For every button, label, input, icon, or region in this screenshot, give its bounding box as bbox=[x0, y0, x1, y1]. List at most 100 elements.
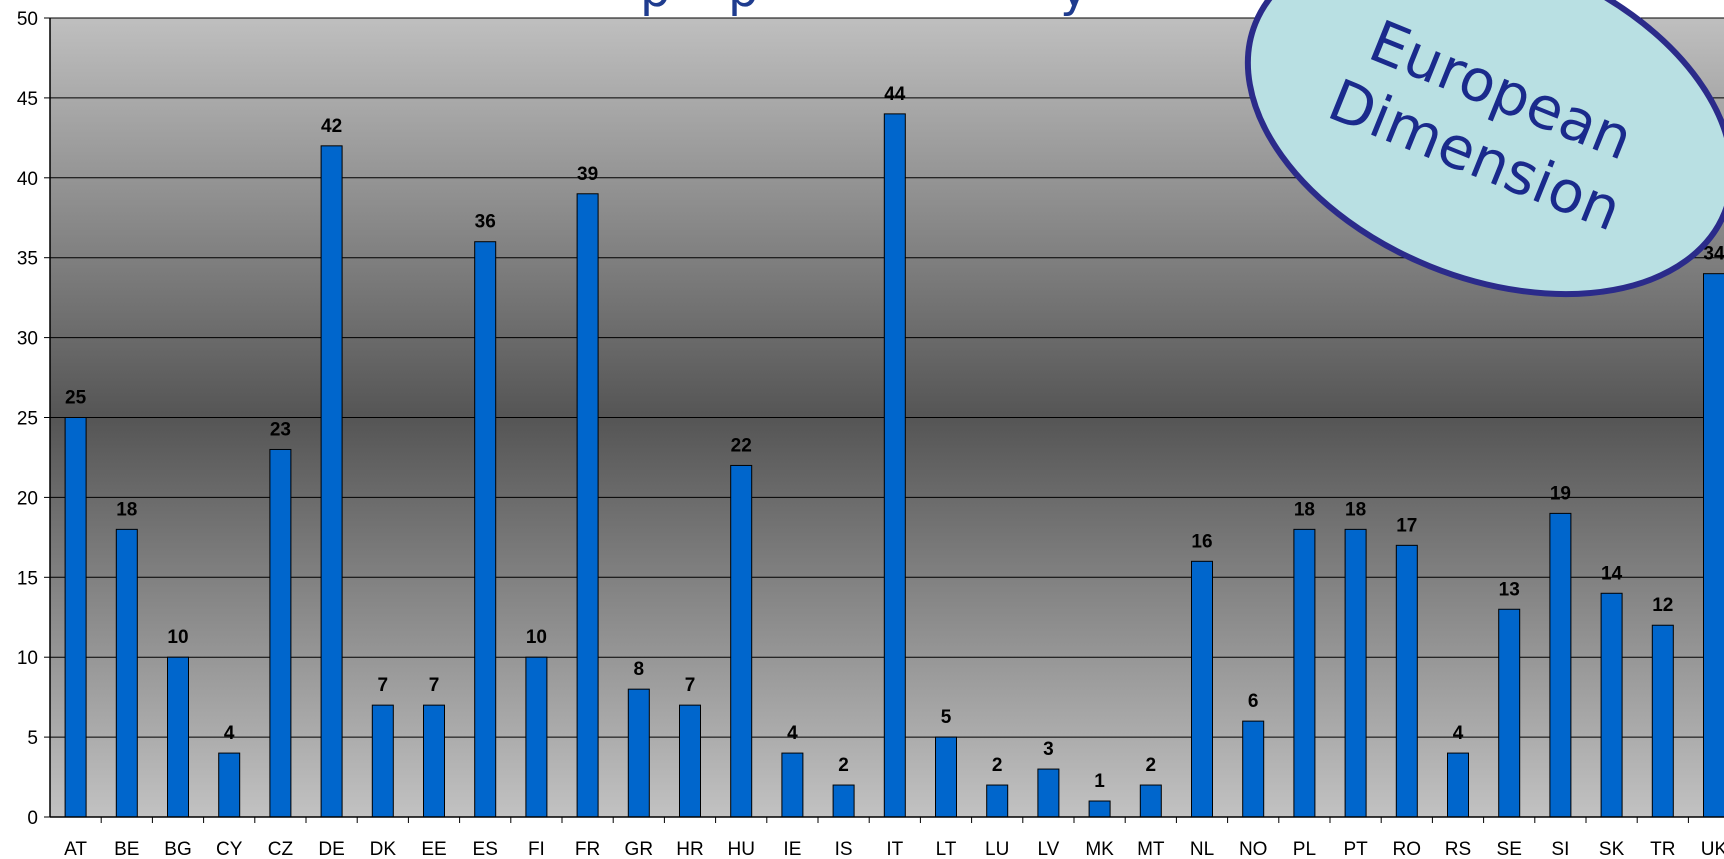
svg-text:p: p bbox=[728, 0, 758, 18]
bar-mt bbox=[1139, 784, 1162, 818]
x-tick-label-dk: DK bbox=[370, 839, 397, 859]
bar-ro bbox=[1395, 544, 1418, 818]
x-tick-label-lv: LV bbox=[1037, 839, 1059, 859]
data-label-lv: 3 bbox=[1043, 739, 1054, 760]
bar-is bbox=[832, 784, 855, 818]
x-tick-label-rs: RS bbox=[1445, 839, 1471, 859]
x-tick-label-tr: TR bbox=[1650, 839, 1675, 859]
y-tick-label: 30 bbox=[17, 329, 38, 350]
bar-nl bbox=[1191, 560, 1213, 818]
x-tick-label-ie: IE bbox=[783, 839, 801, 859]
data-label-gr: 8 bbox=[634, 659, 645, 680]
x-tick-label-uk: UK bbox=[1701, 839, 1724, 859]
bar-cz bbox=[269, 448, 292, 818]
bar-ie bbox=[781, 752, 804, 818]
x-tick-label-pt: PT bbox=[1343, 839, 1368, 859]
data-label-lu: 2 bbox=[992, 755, 1003, 776]
y-tick-label: 20 bbox=[17, 488, 38, 509]
bar-pl bbox=[1293, 528, 1316, 818]
data-label-lt: 5 bbox=[941, 707, 952, 728]
bar-si bbox=[1549, 512, 1572, 818]
x-tick-label-nl: NL bbox=[1190, 839, 1214, 859]
bar-gr bbox=[627, 688, 650, 818]
x-tick-label-hr: HR bbox=[676, 839, 703, 859]
bar-uk bbox=[1703, 273, 1724, 818]
data-label-rs: 4 bbox=[1453, 723, 1464, 744]
bar-de bbox=[320, 145, 343, 818]
bar-pt bbox=[1344, 528, 1367, 818]
y-tick-label: 5 bbox=[27, 728, 38, 749]
data-label-hu: 22 bbox=[731, 435, 752, 456]
y-tick-label: 0 bbox=[27, 808, 38, 829]
y-tick-label: 50 bbox=[17, 9, 38, 30]
data-label-bg: 10 bbox=[167, 627, 188, 648]
data-label-no: 6 bbox=[1248, 691, 1259, 712]
bar-hu bbox=[730, 464, 753, 818]
data-label-ie: 4 bbox=[787, 723, 798, 744]
data-label-hr: 7 bbox=[685, 675, 696, 696]
data-label-uk: 34 bbox=[1703, 244, 1724, 265]
bar-no bbox=[1242, 720, 1265, 818]
svg-text:y: y bbox=[1060, 0, 1088, 18]
bar-tr bbox=[1651, 624, 1674, 818]
data-label-ro: 17 bbox=[1396, 515, 1417, 536]
data-label-cy: 4 bbox=[224, 723, 235, 744]
bar-fr bbox=[576, 193, 599, 818]
bar-lt bbox=[935, 736, 957, 818]
data-label-es: 36 bbox=[475, 212, 496, 233]
x-tick-label-fi: FI bbox=[528, 839, 545, 859]
data-label-ee: 7 bbox=[429, 675, 440, 696]
x-tick-label-lt: LT bbox=[936, 839, 957, 859]
bar-sk bbox=[1600, 592, 1623, 818]
bar-dk bbox=[371, 704, 394, 818]
data-label-it: 44 bbox=[884, 84, 906, 105]
data-label-cz: 23 bbox=[270, 419, 291, 440]
bars bbox=[64, 113, 1724, 818]
bar-fi bbox=[525, 656, 548, 818]
data-label-tr: 12 bbox=[1652, 595, 1673, 616]
x-tick-label-is: IS bbox=[835, 839, 853, 859]
x-tick-label-cy: CY bbox=[216, 839, 243, 859]
data-label-nl: 16 bbox=[1191, 531, 1212, 552]
bar-es bbox=[474, 241, 497, 818]
title-fragment: p p y bbox=[640, 0, 1088, 18]
bar-rs bbox=[1447, 752, 1469, 818]
data-label-mt: 2 bbox=[1146, 755, 1157, 776]
x-tick-label-mt: MT bbox=[1137, 839, 1165, 859]
x-tick-label-it: IT bbox=[886, 839, 903, 859]
bar-ee bbox=[423, 704, 445, 818]
data-label-si: 19 bbox=[1550, 483, 1571, 504]
y-tick-label: 45 bbox=[17, 89, 38, 110]
data-label-sk: 14 bbox=[1601, 563, 1623, 584]
data-label-fr: 39 bbox=[577, 164, 598, 185]
data-label-pl: 18 bbox=[1294, 499, 1315, 520]
badge-ellipse bbox=[1244, 0, 1724, 298]
data-label-pt: 18 bbox=[1345, 499, 1366, 520]
data-label-be: 18 bbox=[116, 499, 137, 520]
data-label-at: 25 bbox=[65, 388, 87, 409]
x-axis: AT BE BG CY CZ DE DK EE ES FI FR GR HR HU IE IS IT LT LU LV… bbox=[50, 816, 1724, 859]
x-tick-label-sk: SK bbox=[1599, 839, 1625, 859]
bar-be bbox=[115, 528, 138, 818]
x-tick-label-fr: FR bbox=[575, 839, 600, 859]
data-label-de: 42 bbox=[321, 116, 342, 137]
x-tick-label-se: SE bbox=[1497, 839, 1522, 859]
x-tick-label-es: ES bbox=[473, 839, 498, 859]
x-tick-label-no: NO bbox=[1239, 839, 1268, 859]
x-tick-label-hu: HU bbox=[727, 839, 754, 859]
bar-mk bbox=[1088, 800, 1111, 818]
bar-se bbox=[1498, 608, 1521, 818]
bar-bg bbox=[167, 656, 189, 818]
data-label-dk: 7 bbox=[378, 675, 389, 696]
y-tick-label: 15 bbox=[17, 568, 38, 589]
bar-cy bbox=[218, 752, 241, 818]
data-label-is: 2 bbox=[838, 755, 849, 776]
x-tick-label-ro: RO bbox=[1393, 839, 1422, 859]
bar-hr bbox=[679, 704, 701, 818]
y-tick-label: 35 bbox=[17, 249, 38, 270]
x-tick-label-gr: GR bbox=[625, 839, 654, 859]
x-tick-label-at: AT bbox=[64, 839, 87, 859]
svg-text:p: p bbox=[640, 0, 670, 18]
x-tick-label-si: SI bbox=[1551, 839, 1569, 859]
